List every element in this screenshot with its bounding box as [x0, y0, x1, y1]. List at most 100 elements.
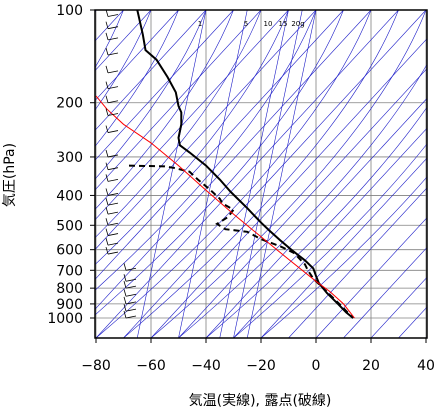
wind-barb-flag — [105, 174, 109, 182]
wind-barb-flag — [123, 281, 127, 289]
isotherm-line — [95, 10, 372, 310]
wind-barb-flag — [105, 207, 109, 215]
wind-barb — [107, 251, 119, 255]
isotherm-line — [233, 127, 427, 338]
background-lines — [95, 10, 427, 338]
adiabat-line — [95, 10, 234, 210]
isotherm-line — [260, 157, 427, 338]
wind-barb-flag — [105, 95, 109, 103]
wind-barb — [125, 278, 137, 282]
dewpoint-line — [128, 164, 354, 319]
adiabat-line — [95, 10, 179, 147]
wind-barb — [107, 14, 119, 17]
mixing-ratio-label: 20g — [291, 20, 304, 28]
wind-barb — [107, 193, 119, 196]
mixing-ratio-line — [219, 10, 289, 338]
y-tick-label: 300 — [56, 150, 83, 166]
adiabat-line — [95, 10, 289, 265]
wind-barbs — [105, 10, 137, 319]
wind-barb — [107, 86, 119, 90]
isotherm-line — [95, 10, 152, 72]
wind-barb-flag — [123, 296, 127, 305]
adiabat-line — [205, 106, 427, 338]
isotherm-line — [95, 10, 289, 221]
mixing-ratio-line — [246, 10, 317, 338]
wind-barb — [107, 100, 119, 104]
wind-barb-flag — [105, 47, 109, 56]
y-tick-label: 600 — [56, 243, 83, 259]
x-axis: −80 −60 −40 −20 0 20 40 — [81, 338, 435, 374]
adiabat-line — [95, 10, 124, 69]
isotherm-line — [95, 10, 179, 101]
wind-barb — [107, 154, 119, 158]
y-tick-label: 1000 — [47, 311, 83, 327]
wind-barb — [125, 315, 137, 319]
isotherm-line — [95, 10, 399, 338]
isotherm-line — [370, 276, 427, 338]
wind-barb — [107, 211, 119, 215]
wind-barb — [107, 37, 119, 41]
series-layer — [95, 10, 355, 319]
mixing-ratio-labels: 1 5 10 15 20g — [198, 20, 305, 28]
wind-barb — [125, 293, 137, 297]
adiabat-line — [260, 176, 427, 338]
wind-barb — [107, 222, 119, 226]
x-tick-label: 0 — [312, 358, 321, 374]
mixing-ratio-label: 15 — [279, 20, 288, 28]
x-tick-label: −80 — [81, 358, 111, 374]
adiabat-line — [123, 10, 399, 338]
wind-barb — [107, 242, 119, 246]
y-tick-label: 900 — [56, 297, 83, 313]
mixing-ratio-label: 1 — [198, 20, 202, 28]
adiabat-line — [95, 10, 207, 180]
temperature-line — [136, 10, 354, 319]
isotherm-line — [123, 10, 427, 338]
wind-barb-flag — [123, 263, 127, 271]
adiabat-line — [95, 10, 344, 316]
adiabat-line — [233, 143, 427, 338]
wind-barb — [125, 301, 137, 305]
adiabat-line — [178, 63, 427, 338]
wind-barb — [107, 178, 119, 182]
wind-barb-flag — [105, 162, 109, 170]
y-tick-label: 800 — [56, 281, 83, 297]
mixing-ratio-line — [178, 10, 248, 338]
wind-barb-flag — [105, 65, 109, 73]
wind-barb — [107, 70, 119, 74]
wind-barb-flag — [105, 228, 109, 236]
wind-barb — [107, 26, 119, 30]
wind-barb-flag — [105, 218, 109, 226]
isotherm-line — [95, 10, 317, 251]
mixing-ratio-label: 10 — [264, 20, 273, 28]
wind-barb — [125, 308, 137, 312]
wind-barb-flag — [105, 149, 109, 158]
adiabat-line — [95, 10, 262, 239]
adiabat-line — [95, 10, 372, 338]
isotherm-line — [95, 10, 234, 161]
wind-barb-flag — [105, 197, 109, 206]
wind-barb — [125, 267, 137, 271]
adiabat-line — [95, 10, 317, 291]
wind-barb — [107, 202, 119, 206]
wind-barb — [125, 285, 137, 289]
mixing-ratio-label: 5 — [244, 20, 248, 28]
adiabat-line — [150, 10, 427, 338]
x-tick-label: −20 — [246, 358, 276, 374]
x-tick-label: 20 — [362, 358, 380, 374]
y-tick-label: 700 — [56, 263, 83, 279]
wind-barb-flag — [105, 188, 109, 196]
wind-barb-flag — [105, 125, 109, 133]
isotherm-line — [343, 247, 427, 338]
y-tick-label: 400 — [56, 188, 83, 204]
y-tick-label: 500 — [56, 218, 83, 234]
isotherm-line — [288, 187, 427, 338]
isotherm-line — [95, 10, 262, 191]
wind-barb-flag — [123, 310, 127, 319]
adiabat-line — [95, 10, 152, 111]
isotherm-line — [178, 68, 427, 338]
wind-barb-flag — [105, 21, 109, 29]
isotherm-line — [315, 217, 427, 338]
x-tick-label: −60 — [136, 358, 166, 374]
